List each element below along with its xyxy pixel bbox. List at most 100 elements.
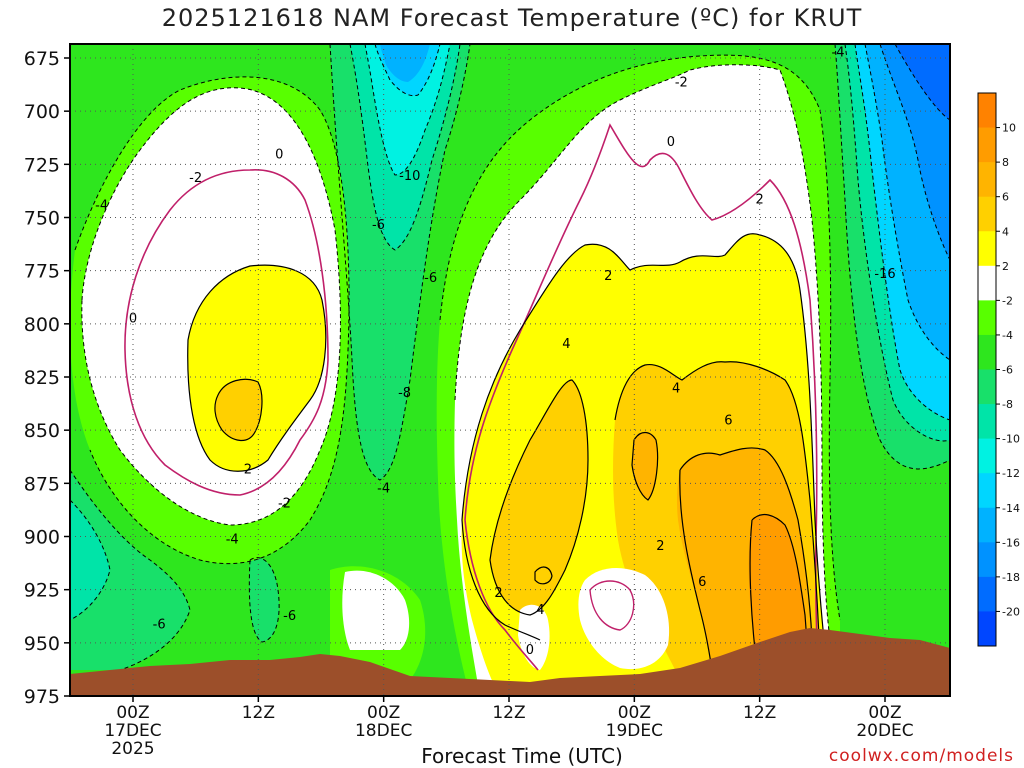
y-tick-label: 750 (24, 208, 60, 230)
band-white-hole (578, 568, 670, 670)
y-tick-label: 700 (24, 101, 60, 123)
contour-label: -4 (832, 46, 845, 61)
colorbar-label: -2 (1002, 294, 1013, 307)
x-tick-label: 12Z (743, 703, 776, 723)
band-6to8-right-small (632, 432, 658, 500)
contour-2-left (187, 264, 327, 472)
contour-label: 0 (129, 311, 137, 326)
colorbar-band (978, 196, 996, 232)
colorbar-band (978, 127, 996, 163)
cold-band-minus20 (895, 44, 950, 120)
y-tick-label: 875 (24, 473, 60, 495)
contour-labels: 0 -2 -4 0 2 -2 -4 -6 -6 -10 -6 -6 -8 -4 -2 -4 0 2 2 -16 4 4 6 2… (95, 46, 895, 659)
colorbar-band (978, 231, 996, 267)
colorbar-band (978, 473, 996, 509)
x-tick-label: 2025 (111, 739, 154, 759)
y-tick-label: 775 (24, 261, 60, 283)
band-4to6-left (214, 379, 262, 441)
contour-zero-left (124, 169, 329, 496)
contour-minus8-right (834, 44, 950, 470)
contour-minus4-right (439, 54, 841, 621)
cold-lowmid-minus6 (249, 557, 280, 642)
contour-label: 6 (698, 575, 706, 590)
colorbar-label: 10 (1002, 122, 1016, 135)
contour-minus18-right (879, 44, 950, 261)
y-tick-label: 925 (24, 580, 60, 602)
x-tick-label: 00Z (116, 703, 149, 723)
contour-label: -2 (675, 75, 688, 90)
y-tick-label: 975 (24, 686, 60, 708)
colorbar-band (978, 93, 996, 129)
contour-minus16-right (864, 44, 950, 361)
contour-label: -4 (95, 199, 108, 214)
contour-label: 2 (656, 539, 664, 554)
colorbar-label: 2 (1002, 260, 1009, 273)
contour-label: 0 (275, 148, 283, 163)
cold-contours (70, 44, 950, 671)
colorbar-band (978, 404, 996, 440)
x-tick-label: 00Z (868, 703, 901, 723)
colorbar-label: 6 (1002, 191, 1009, 204)
colorbar-band (978, 369, 996, 405)
contour-label: -4 (377, 482, 390, 497)
band-4to6-right-a (490, 380, 588, 615)
contour-zero-right (464, 123, 819, 681)
y-tick-label: 800 (24, 314, 60, 336)
contour-label: 6 (724, 414, 732, 429)
colorbar-label: -8 (1002, 398, 1013, 411)
x-tick-label: 18DEC (355, 721, 412, 741)
contour-minus6-lowmid (248, 557, 280, 643)
grid-lines (70, 44, 950, 696)
plot-frame (69, 43, 951, 697)
contour-label: -2 (189, 171, 202, 186)
contour-4-left (214, 378, 263, 441)
contour-label: -8 (398, 386, 411, 401)
contour-label: 2 (494, 586, 502, 601)
contour-minus12-right (854, 44, 950, 421)
contour-label: 4 (562, 337, 570, 352)
contour-label: -16 (874, 267, 895, 282)
contour-minus6-left (70, 469, 191, 671)
colorbar-band (978, 576, 996, 612)
contour-label: -4 (226, 533, 239, 548)
colorbar-band (978, 507, 996, 543)
colorbar-label: -18 (1002, 571, 1020, 584)
colorbar-band (978, 438, 996, 474)
y-tick-label: 825 (24, 367, 60, 389)
contour-label: 4 (536, 603, 544, 618)
contour-label: 2 (756, 192, 764, 207)
colorbar-band (978, 334, 996, 370)
colorbar-band (978, 542, 996, 578)
colorbar-label: -20 (1002, 605, 1020, 618)
contour-minus12-mid (374, 44, 441, 97)
x-tick-label: 12Z (242, 703, 275, 723)
cold-lowleft-minus6 (70, 470, 190, 670)
contour-4-small (534, 566, 553, 585)
x-tick-label: 00Z (367, 703, 400, 723)
y-tick-label: 725 (24, 154, 60, 176)
contour-minus4-left (74, 76, 350, 565)
contour-minus20-right (894, 44, 950, 121)
colorbar-label: -4 (1002, 329, 1013, 342)
contour-label: -2 (278, 496, 291, 511)
contour-label: 0 (526, 643, 534, 658)
plot-area: 0 -2 -4 0 2 -2 -4 -6 -6 -10 -6 -6 -8 -4 -2 -4 0 2 2 -16 4 4 6 2… (70, 44, 950, 696)
contour-label: 4 (672, 382, 680, 397)
credit-text: coolwx.com/models (828, 746, 1014, 766)
contour-minus8-left (70, 499, 111, 621)
contour-label: 0 (667, 135, 675, 150)
contour-4-right-a (489, 379, 589, 616)
colorbar-band (978, 300, 996, 336)
cold-mid-minus6 (330, 44, 470, 480)
x-tick-label: 20DEC (856, 721, 913, 741)
chart-title: 2025121618 NAM Forecast Temperature (ºC)… (161, 4, 863, 32)
y-tick-label: 675 (24, 48, 60, 70)
x-tick-label: 19DEC (606, 721, 663, 741)
y-tick-label: 850 (24, 420, 60, 442)
contour-label: -6 (372, 218, 385, 233)
contour-4-right-b (614, 361, 821, 661)
contour-minus8-mid (349, 44, 461, 251)
x-tick-label: 17DEC (104, 721, 161, 741)
